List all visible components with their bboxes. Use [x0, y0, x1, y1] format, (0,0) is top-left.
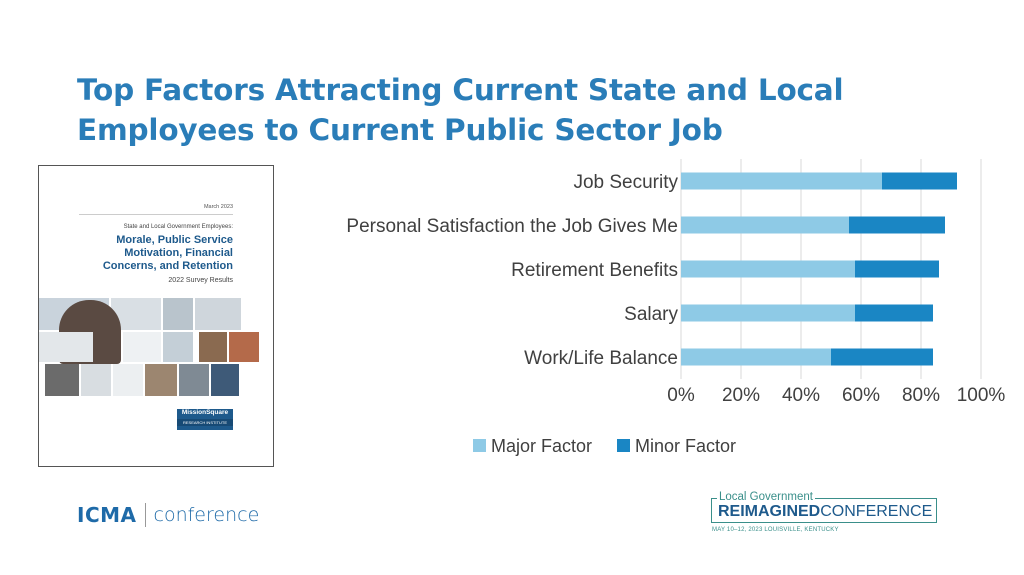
bar-minor-factor: [882, 172, 957, 190]
legend-swatch: [617, 439, 630, 452]
bar-minor-factor: [831, 348, 933, 366]
report-title: Morale, Public Service Motivation, Finan…: [102, 234, 233, 272]
bar-major-factor: [681, 348, 831, 366]
category-label: Salary: [624, 304, 678, 325]
icma-conference-text: conference: [153, 504, 260, 526]
bar-major-factor: [681, 304, 855, 322]
report-cover: March 2023 State and Local Government Em…: [38, 165, 274, 467]
bar-minor-factor: [849, 216, 945, 234]
x-tick-label: 0%: [667, 385, 695, 406]
legend-label: Minor Factor: [635, 436, 736, 456]
legend-swatch: [473, 439, 486, 452]
bar-major-factor: [681, 216, 849, 234]
category-label: Personal Satisfaction the Job Gives Me: [346, 216, 678, 237]
x-tick-label: 20%: [722, 385, 760, 406]
category-label: Job Security: [573, 172, 678, 193]
conference-line2: REIMAGINEDCONFERENCE: [718, 503, 933, 520]
icma-conference-logo: ICMA conference: [77, 503, 259, 527]
report-divider: [79, 214, 233, 215]
legend-label: Major Factor: [491, 436, 592, 456]
bar-minor-factor: [855, 304, 933, 322]
conference-line1: Local Government: [717, 491, 815, 503]
bar-minor-factor: [855, 260, 939, 278]
icma-logo: ICMA: [77, 503, 137, 527]
category-label: Retirement Benefits: [511, 260, 678, 281]
conference-logo-frame: [711, 498, 937, 523]
x-tick-label: 100%: [957, 385, 1006, 406]
report-survey-label: 2022 Survey Results: [168, 277, 233, 284]
x-tick-label: 60%: [842, 385, 880, 406]
x-tick-label: 40%: [782, 385, 820, 406]
conference-dates: MAY 10–12, 2023 LOUISVILLE, KENTUCKY: [712, 527, 839, 533]
report-photo-collage: [39, 298, 273, 398]
bar-major-factor: [681, 172, 882, 190]
bar-major-factor: [681, 260, 855, 278]
logo-divider: [144, 503, 146, 527]
category-label: Work/Life Balance: [524, 348, 678, 369]
report-subtitle: State and Local Government Employees:: [123, 224, 233, 230]
report-date: March 2023: [203, 204, 233, 210]
slide-title: Top Factors Attracting Current State and…: [77, 73, 844, 147]
x-tick-label: 80%: [902, 385, 940, 406]
reimagined-conference-logo: Local Government REIMAGINEDCONFERENCE MA…: [711, 491, 941, 539]
missionsquare-logo: MissionSquare RESEARCH INSTITUTE: [177, 409, 233, 430]
